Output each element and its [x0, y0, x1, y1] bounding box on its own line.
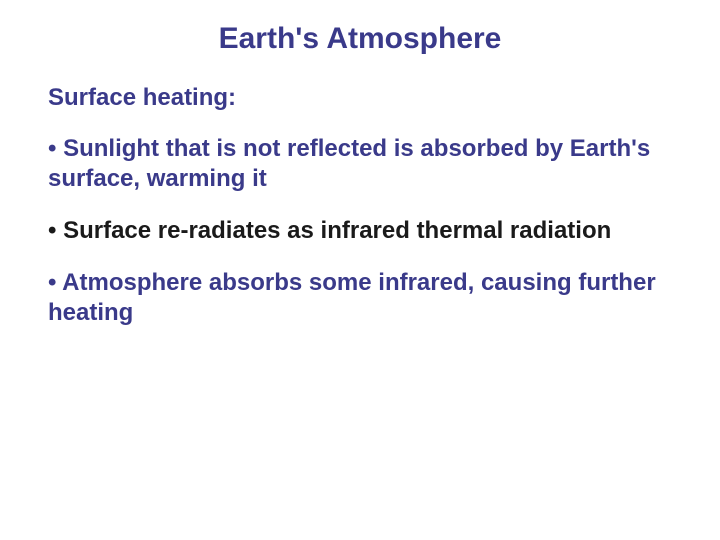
bullet-item: • Sunlight that is not reflected is abso…	[48, 134, 672, 194]
bullet-item: • Surface re-radiates as infrared therma…	[48, 216, 672, 246]
bullet-item: • Atmosphere absorbs some infrared, caus…	[48, 268, 672, 328]
slide-container: Earth's Atmosphere Surface heating: • Su…	[0, 0, 720, 540]
slide-subheading: Surface heating:	[48, 84, 672, 112]
slide-title: Earth's Atmosphere	[48, 22, 672, 56]
